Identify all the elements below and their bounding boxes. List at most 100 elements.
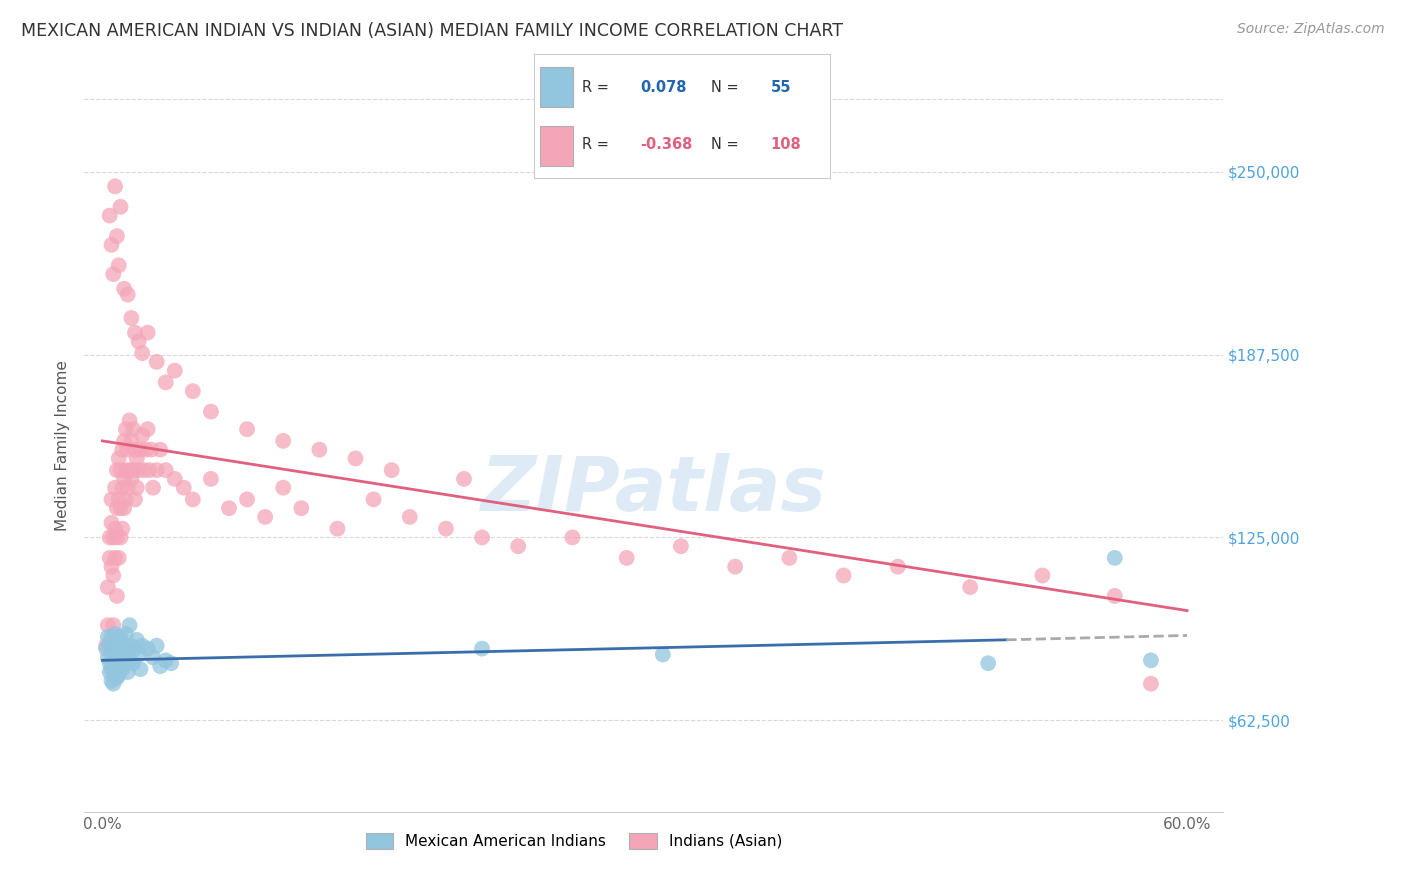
Point [110, 501, 132, 516]
Point [173, 481, 195, 495]
Point [110, 653, 132, 667]
Point [103, 530, 125, 544]
Point [107, 648, 129, 662]
Point [125, 451, 148, 466]
Point [651, 648, 673, 662]
Point [136, 326, 159, 340]
Point [103, 677, 125, 691]
Point [120, 472, 142, 486]
Point [118, 463, 141, 477]
Point [98, 530, 121, 544]
Point [111, 442, 134, 457]
Point [97, 650, 120, 665]
Point [100, 516, 122, 530]
Point [326, 522, 349, 536]
Point [200, 472, 222, 486]
Point [98, 657, 121, 671]
Point [145, 463, 167, 477]
Point [508, 539, 530, 553]
Point [254, 510, 277, 524]
Point [111, 481, 134, 495]
Point [100, 559, 122, 574]
Point [117, 644, 139, 658]
Point [163, 472, 186, 486]
Point [107, 258, 129, 272]
Point [200, 404, 222, 418]
Point [155, 463, 177, 477]
Point [105, 671, 128, 685]
Point [120, 434, 142, 448]
Point [181, 492, 204, 507]
Point [107, 451, 129, 466]
Point [471, 530, 494, 544]
Point [110, 463, 132, 477]
Point [115, 422, 138, 436]
Point [149, 659, 172, 673]
Text: R =: R = [582, 137, 609, 153]
Point [100, 644, 122, 658]
Text: Source: ZipAtlas.com: Source: ZipAtlas.com [1237, 22, 1385, 37]
Point [122, 657, 145, 671]
Point [103, 653, 125, 667]
Point [98, 665, 121, 679]
Point [103, 568, 125, 582]
Point [160, 657, 183, 671]
Point [236, 492, 259, 507]
Point [290, 501, 312, 516]
Text: N =: N = [711, 137, 740, 153]
Point [344, 451, 367, 466]
Point [271, 481, 294, 495]
Point [181, 384, 204, 398]
Point [104, 627, 127, 641]
Point [104, 522, 127, 536]
Point [111, 522, 134, 536]
Point [100, 630, 122, 644]
Point [112, 650, 135, 665]
Point [132, 463, 155, 477]
Point [112, 282, 135, 296]
Point [1140, 677, 1163, 691]
Point [122, 422, 145, 436]
Point [112, 434, 135, 448]
Point [131, 346, 153, 360]
Point [105, 463, 128, 477]
Point [120, 639, 142, 653]
Point [135, 442, 157, 457]
Point [104, 648, 127, 662]
Point [471, 641, 494, 656]
Text: MEXICAN AMERICAN INDIAN VS INDIAN (ASIAN) MEDIAN FAMILY INCOME CORRELATION CHART: MEXICAN AMERICAN INDIAN VS INDIAN (ASIAN… [21, 22, 844, 40]
Point [155, 376, 177, 390]
Point [104, 644, 127, 658]
Point [115, 492, 138, 507]
Point [117, 665, 139, 679]
Point [128, 648, 150, 662]
Point [124, 326, 146, 340]
Point [724, 559, 747, 574]
Point [125, 481, 148, 495]
Point [142, 481, 165, 495]
Point [616, 550, 638, 565]
Point [104, 550, 127, 565]
Point [124, 492, 146, 507]
Point [434, 522, 457, 536]
Point [105, 657, 128, 671]
Point [105, 653, 128, 667]
Point [97, 618, 120, 632]
Point [129, 442, 152, 457]
Point [115, 463, 138, 477]
Point [149, 442, 172, 457]
Point [107, 668, 129, 682]
Point [129, 662, 152, 676]
Point [100, 238, 122, 252]
Point [131, 639, 153, 653]
Point [112, 639, 135, 653]
Point [145, 639, 167, 653]
Point [398, 510, 420, 524]
Point [118, 413, 141, 427]
Point [122, 463, 145, 477]
Point [218, 501, 240, 516]
Point [97, 580, 120, 594]
Point [111, 662, 134, 676]
Point [669, 539, 692, 553]
FancyBboxPatch shape [540, 67, 572, 107]
